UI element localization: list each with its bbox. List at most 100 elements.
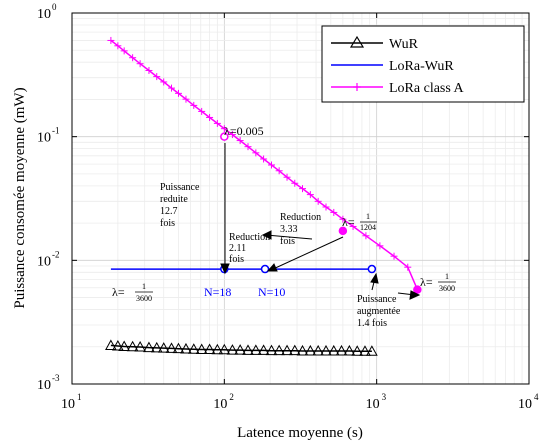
svg-text:3600: 3600 xyxy=(439,284,455,293)
point-wur xyxy=(172,342,185,354)
point-wur xyxy=(327,344,340,356)
point-wur xyxy=(312,344,325,356)
point-lora-class-a xyxy=(220,125,228,133)
svg-text:λ=: λ= xyxy=(112,285,125,299)
arrow-head-reduction-333 xyxy=(266,263,278,272)
svg-text:λ=: λ= xyxy=(420,275,433,289)
y-tick-label: 10 xyxy=(37,254,51,269)
point-wur xyxy=(211,343,224,355)
point-lora-class-a xyxy=(190,101,198,109)
point-wur xyxy=(257,344,270,355)
point-lora-class-a xyxy=(362,232,370,240)
point-wur xyxy=(226,344,239,355)
point-lora-class-a xyxy=(349,222,357,230)
y-tick-exponent: -3 xyxy=(52,373,60,383)
point-wur xyxy=(304,344,317,356)
point-wur xyxy=(112,339,124,351)
annotation-reduction-333: Reduction 3.33 fois xyxy=(280,212,321,247)
x-tick-exponent: 4 xyxy=(534,392,539,402)
point-lora-class-a xyxy=(136,60,144,68)
point-lora-class-a xyxy=(153,73,161,81)
point-wur xyxy=(249,344,262,355)
svg-text:Puissance: Puissance xyxy=(357,294,397,305)
point-wur xyxy=(150,341,163,353)
svg-text:3600: 3600 xyxy=(136,294,152,303)
point-lora-class-a xyxy=(339,215,347,223)
svg-text:augmentée: augmentée xyxy=(357,306,401,317)
highlight-point-lora-class-a xyxy=(338,226,348,236)
svg-text:LoRa class A: LoRa class A xyxy=(389,81,465,96)
svg-text:WuR: WuR xyxy=(389,37,419,52)
point-lora-class-a xyxy=(213,119,221,127)
annotation-arrows xyxy=(220,143,421,300)
axis-ticks: 10 1 10 2 10 3 10 410 -310 -210 -110 0 xyxy=(37,2,539,412)
point-wur xyxy=(343,344,356,356)
point-wur xyxy=(157,342,170,353)
point-lora-class-a xyxy=(236,137,244,145)
svg-text:reduite: reduite xyxy=(160,194,188,205)
legend-entry-lora-class-a: LoRa class A xyxy=(331,81,465,96)
x-tick-exponent: 2 xyxy=(229,392,234,402)
point-wur xyxy=(320,344,332,356)
x-tick-label: 10 xyxy=(366,397,380,412)
point-lora-class-a xyxy=(322,203,330,211)
annotations: λ=0.005 Puissance reduite 12.7 fois Redu… xyxy=(112,124,456,329)
svg-text:1.4 fois: 1.4 fois xyxy=(357,318,387,329)
y-tick-label: 10 xyxy=(37,131,51,146)
point-wur xyxy=(126,340,139,352)
point-lora-class-a xyxy=(306,191,314,199)
highlight-point-lora-wur xyxy=(260,264,270,274)
svg-text:1: 1 xyxy=(142,282,146,291)
point-lora-class-a xyxy=(252,149,260,157)
annotation-lambda-005: λ=0.005 xyxy=(224,124,264,138)
x-axis-label: Latence moyenne (s) xyxy=(237,425,363,441)
point-wur xyxy=(351,345,364,356)
point-lora-class-a xyxy=(268,161,276,169)
point-lora-class-a xyxy=(107,36,115,44)
point-wur xyxy=(180,342,192,354)
point-wur xyxy=(273,344,285,356)
point-lora-class-a xyxy=(376,242,384,250)
point-lora-class-a xyxy=(244,143,252,151)
svg-text:Reduction: Reduction xyxy=(229,232,270,243)
svg-text:3.33: 3.33 xyxy=(280,224,298,235)
point-wur xyxy=(134,341,146,352)
point-lora-class-a xyxy=(182,95,190,103)
svg-text:LoRa-WuR: LoRa-WuR xyxy=(389,59,454,74)
point-lora-class-a xyxy=(198,107,206,115)
point-wur xyxy=(366,345,378,356)
point-lora-class-a xyxy=(114,42,122,50)
svg-text:Reduction: Reduction xyxy=(280,212,321,223)
y-tick-exponent: -2 xyxy=(52,249,60,259)
annotation-n18: N=18 xyxy=(204,285,231,299)
y-tick-label: 10 xyxy=(37,378,51,393)
x-tick-exponent: 3 xyxy=(382,392,387,402)
point-lora-class-a xyxy=(330,208,338,216)
point-lora-class-a xyxy=(206,113,214,121)
svg-text:1: 1 xyxy=(366,212,370,221)
svg-text:Puissance: Puissance xyxy=(160,182,200,193)
point-wur xyxy=(281,344,293,356)
y-tick-exponent: 0 xyxy=(52,2,57,12)
point-wur xyxy=(218,343,231,355)
point-wur xyxy=(242,344,254,355)
point-wur xyxy=(203,343,216,355)
point-lora-class-a xyxy=(228,131,236,139)
point-lora-class-a xyxy=(275,167,283,175)
point-wur xyxy=(118,340,131,352)
point-lora-class-a xyxy=(314,197,322,205)
annotation-puissance-reduite: Puissance reduite 12.7 fois xyxy=(160,182,200,229)
svg-text:1204: 1204 xyxy=(360,223,376,232)
point-lora-class-a xyxy=(291,179,299,187)
point-lora-class-a xyxy=(404,263,412,271)
annotation-puissance-augmentee: Puissance augmentée 1.4 fois xyxy=(357,294,401,329)
arrow-head-puissance-augmentee-left xyxy=(370,272,379,284)
arrow-head-reduction-211 xyxy=(261,230,272,240)
svg-text:fois: fois xyxy=(229,254,244,265)
arrow-reduction-333 xyxy=(270,236,344,271)
arrow-reduction-211 xyxy=(265,234,313,240)
point-lora-class-a xyxy=(390,252,398,260)
svg-text:2.11: 2.11 xyxy=(229,243,246,254)
x-tick-exponent: 1 xyxy=(77,392,82,402)
